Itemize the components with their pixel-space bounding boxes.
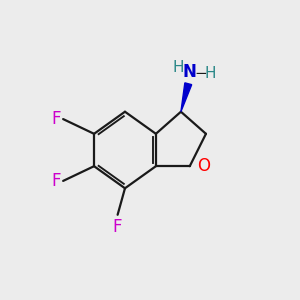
Text: F: F	[51, 172, 61, 190]
Text: N: N	[183, 63, 197, 81]
Text: F: F	[51, 110, 61, 128]
Polygon shape	[181, 83, 192, 112]
Text: F: F	[113, 218, 122, 236]
Text: O: O	[197, 157, 210, 175]
Text: H: H	[172, 60, 184, 75]
Text: −: −	[195, 66, 207, 81]
Text: H: H	[205, 66, 216, 81]
